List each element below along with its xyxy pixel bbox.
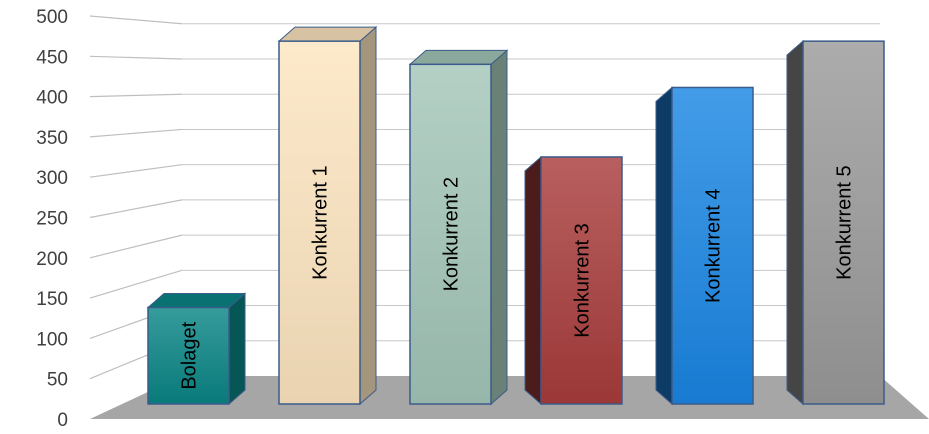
wall-gridline [89,269,183,299]
bar-label: Bolaget [179,321,201,389]
bar-4: Konkurrent 3 [524,155,623,406]
bars: Bolaget Konkurrent 1 Konkurrent 2 Konkurren… [146,26,885,406]
bar-label: Konkurrent 2 [441,177,463,292]
bar-side-face [524,155,542,406]
bar-6: Konkurrent 5 [786,40,885,406]
y-tick-label: 100 [36,329,68,350]
bar-front-face [278,40,361,405]
bar-label: Konkurrent 4 [703,188,725,303]
bar-top-face [277,26,378,42]
y-tick-label: 400 [36,88,68,109]
bar-side-face [490,49,508,406]
y-tick-label: 150 [36,289,68,310]
y-tick-label: 200 [36,249,68,270]
bar-side-face [228,292,246,406]
bar-front-face [802,40,885,405]
bar-label: Konkurrent 5 [834,165,856,280]
y-tick-label: 500 [36,7,68,28]
wall-gridline [89,234,183,259]
bar-side-face [786,40,804,406]
y-tick-label: 450 [36,47,68,68]
wall-gridline [89,93,183,98]
y-tick-label: 300 [36,168,68,189]
wall-gridline [89,199,183,219]
bar-front-face [409,63,492,405]
bar-3: Konkurrent 2 [408,49,509,406]
bar-top-face [146,293,247,308]
bar-front-face [671,86,754,405]
wall-gridline [89,55,183,60]
bar-side-face [359,26,377,406]
wall-gridline [89,164,183,178]
bar-front-face [147,306,230,405]
bar-front-face [540,156,623,405]
wall-gridline [89,128,183,138]
y-tick-label: 50 [47,370,68,391]
bar-label: Konkurrent 1 [310,165,332,280]
bar-2: Konkurrent 1 [277,26,378,406]
bar-top-face [408,49,509,65]
bar-1: Bolaget [146,292,247,406]
y-tick-label: 350 [36,128,68,149]
y-tick-label: 250 [36,209,68,230]
bar-5: Konkurrent 4 [655,86,754,406]
bar-label: Konkurrent 3 [572,223,594,338]
bar-side-face [655,86,673,406]
y-axis: 0 50 100 150 200 250 300 350 400 450 500 [36,7,68,431]
y-tick-label: 0 [57,410,68,431]
wall-gridline [89,15,183,25]
